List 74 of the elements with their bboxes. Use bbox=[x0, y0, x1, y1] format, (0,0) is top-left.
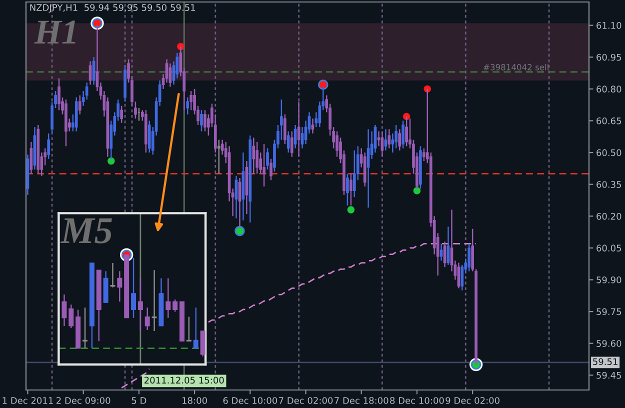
x-tick-label: 9 Dec 02:00 bbox=[446, 397, 500, 404]
candlestick bbox=[405, 116, 408, 147]
candlestick bbox=[200, 330, 206, 358]
candlestick bbox=[252, 137, 256, 174]
candlestick bbox=[110, 262, 116, 288]
candlestick bbox=[131, 257, 136, 318]
candlestick bbox=[200, 110, 203, 132]
candlestick bbox=[193, 307, 198, 349]
candlestick bbox=[120, 105, 123, 124]
x-tick-label: 2011.12.05 15:00 bbox=[144, 376, 224, 384]
y-tick-label: 60.50 bbox=[596, 149, 622, 156]
x-tick-label: 18:00 bbox=[182, 397, 207, 404]
candlestick bbox=[346, 173, 349, 206]
candlestick bbox=[62, 294, 67, 327]
y-tick-label: 59.90 bbox=[596, 276, 622, 284]
x-tick-label: 2 Dec 09:00 bbox=[56, 397, 110, 404]
x-tick-label: 6 Dec 10:00 bbox=[223, 397, 278, 404]
candlestick bbox=[78, 94, 82, 115]
x-tick-label: 5 D bbox=[132, 397, 146, 404]
y-tick-label: 60.35 bbox=[596, 181, 621, 188]
x-tick-label: 7 Dec 18:00 bbox=[334, 397, 388, 404]
x-tick-label: 8 Dec 10:00 bbox=[390, 397, 444, 404]
candlestick bbox=[283, 114, 286, 145]
candlestick bbox=[311, 118, 314, 134]
chart-title: NZDJPY,H1 59.94 59.95 59.50 59.51 bbox=[30, 4, 195, 13]
candlestick bbox=[290, 130, 294, 158]
candlestick bbox=[186, 96, 190, 115]
candlestick bbox=[352, 150, 356, 198]
candlestick bbox=[440, 243, 443, 262]
candlestick bbox=[270, 158, 272, 181]
candlestick bbox=[166, 278, 171, 318]
y-tick-label: 59.75 bbox=[596, 308, 621, 316]
candlestick bbox=[457, 262, 460, 289]
y-tick-label: 61.10 bbox=[596, 22, 622, 29]
candlestick bbox=[152, 269, 157, 332]
candlestick bbox=[384, 128, 388, 152]
candlestick bbox=[468, 243, 471, 272]
candlestick bbox=[190, 90, 193, 111]
x-tick-label: 7 Dec 02:00 bbox=[279, 397, 333, 404]
y-tick-label: 59.45 bbox=[596, 372, 621, 379]
candlestick bbox=[256, 141, 259, 174]
candlestick bbox=[402, 120, 404, 149]
candlestick bbox=[144, 307, 150, 331]
candlestick bbox=[422, 148, 426, 162]
candlestick bbox=[266, 148, 269, 170]
candlestick bbox=[47, 132, 50, 160]
candlestick bbox=[82, 307, 88, 349]
candlestick bbox=[58, 78, 60, 111]
ref-line-label: #39814042 sell bbox=[484, 64, 548, 70]
candlestick bbox=[186, 316, 192, 342]
candlestick bbox=[204, 110, 206, 132]
y-tick-label: 60.05 bbox=[596, 244, 621, 252]
candlestick bbox=[68, 304, 74, 329]
candlestick bbox=[117, 270, 122, 302]
candlestick bbox=[172, 298, 178, 312]
candlestick bbox=[217, 139, 220, 174]
y-tick-label: 60.65 bbox=[596, 117, 621, 124]
y-tick-label: 60.95 bbox=[596, 54, 621, 61]
y-tick-label: 60.20 bbox=[596, 212, 622, 220]
candlestick bbox=[394, 124, 398, 149]
candlestick bbox=[92, 56, 96, 86]
candlestick bbox=[350, 173, 352, 206]
candlestick bbox=[262, 143, 266, 188]
x-tick-label: 1 Dec 2011 bbox=[2, 397, 53, 404]
candlestick bbox=[398, 128, 402, 152]
annotation: M5 bbox=[60, 218, 112, 244]
y-tick-label: 60.80 bbox=[596, 86, 622, 92]
candlestick bbox=[286, 130, 290, 154]
candlestick bbox=[148, 120, 151, 154]
candlestick bbox=[388, 128, 391, 149]
annotation: H1 bbox=[34, 20, 76, 44]
y-tick-label: 59.60 bbox=[596, 340, 622, 347]
ref-line-label: 59.51 bbox=[593, 358, 618, 366]
candlestick bbox=[294, 124, 297, 149]
